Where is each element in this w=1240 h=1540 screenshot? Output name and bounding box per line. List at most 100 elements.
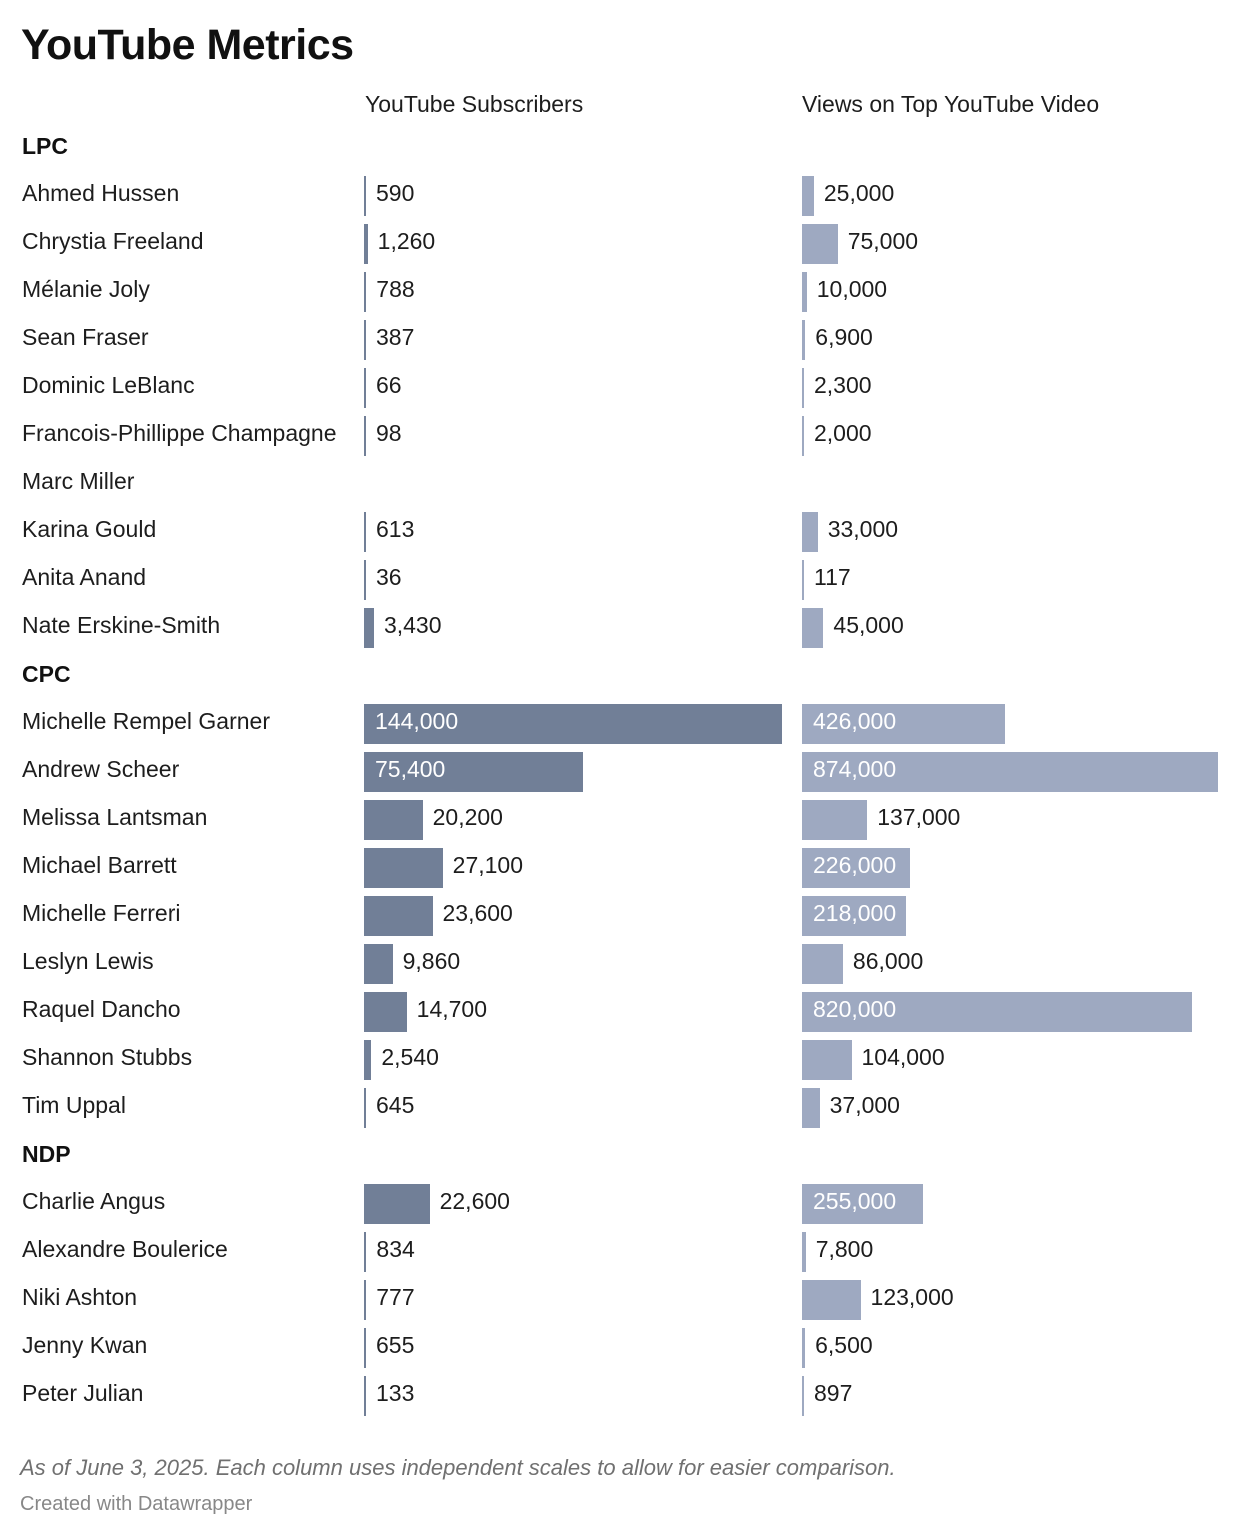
views-column-header: Views on Top YouTube Video — [802, 91, 1100, 117]
table-row: Charlie Angus 22,600 255,000 — [0, 1180, 1240, 1228]
views-bar — [802, 320, 806, 360]
subscribers-bar — [364, 368, 366, 408]
subscribers-value-label: 2,540 — [381, 1044, 439, 1070]
views-value-label: 10,000 — [816, 276, 888, 302]
views-bar — [802, 1376, 804, 1416]
views-bar — [802, 512, 818, 552]
subscribers-bar — [364, 1040, 372, 1080]
views-value-label: 33,000 — [827, 516, 899, 542]
subscribers-value-label: 66 — [376, 372, 402, 398]
views-value-label: 426,000 — [813, 708, 897, 734]
views-bar — [802, 1328, 806, 1368]
row-name: Shannon Stubbs — [22, 1044, 193, 1070]
subscribers-bar — [364, 896, 433, 936]
subscribers-value-label: 613 — [376, 516, 415, 542]
row-name: Dominic LeBlanc — [22, 372, 195, 398]
subscribers-value-label: 133 — [376, 1380, 415, 1406]
row-name: Leslyn Lewis — [22, 948, 154, 974]
row-name: Niki Ashton — [22, 1284, 138, 1310]
row-name: Mélanie Joly — [22, 276, 150, 302]
chart-rows: LPC Ahmed Hussen 590 25,000 Chrystia Freelan… — [0, 124, 1240, 1420]
subscribers-bar — [364, 1376, 366, 1416]
group-header: NDP — [0, 1132, 1240, 1180]
subscribers-column-header: YouTube Subscribers — [365, 91, 584, 117]
row-name: Chrystia Freeland — [22, 228, 204, 254]
views-value-label: 123,000 — [870, 1284, 954, 1310]
table-row: Niki Ashton 777 123,000 — [0, 1276, 1240, 1324]
views-value-label: 7,800 — [815, 1236, 874, 1262]
row-name: Marc Miller — [22, 468, 135, 494]
views-value-label: 37,000 — [829, 1092, 900, 1118]
table-row: Andrew Scheer 75,400 874,000 — [0, 748, 1240, 796]
row-name: Charlie Angus — [22, 1188, 166, 1214]
subscribers-bar — [364, 1328, 366, 1368]
footnote: As of June 3, 2025. Each column uses ind… — [20, 1455, 896, 1480]
chart-title: YouTube Metrics — [21, 21, 354, 69]
views-bar — [802, 416, 804, 456]
views-value-label: 897 — [814, 1380, 853, 1406]
row-name: Ahmed Hussen — [22, 180, 180, 206]
subscribers-value-label: 1,260 — [377, 228, 436, 254]
views-bar — [802, 1088, 820, 1128]
subscribers-value-label: 655 — [376, 1332, 415, 1358]
table-row: Anita Anand 36 117 — [0, 556, 1240, 604]
views-bar — [802, 224, 838, 264]
views-bar — [802, 272, 807, 312]
table-row: Michelle Ferreri 23,600 218,000 — [0, 892, 1240, 940]
views-bar — [802, 608, 824, 648]
views-value-label: 117 — [814, 564, 851, 590]
table-row: Mélanie Joly 788 10,000 — [0, 268, 1240, 316]
row-name: Karina Gould — [22, 516, 157, 542]
subscribers-value-label: 590 — [376, 180, 415, 206]
views-bar — [802, 1280, 861, 1320]
row-name: Andrew Scheer — [22, 756, 180, 782]
subscribers-bar — [364, 512, 366, 552]
subscribers-bar — [364, 272, 367, 312]
views-bar — [802, 368, 804, 408]
views-value-label: 104,000 — [861, 1044, 945, 1070]
table-row: Marc Miller — [0, 460, 1240, 508]
subscribers-value-label: 777 — [376, 1284, 415, 1310]
subscribers-bar — [364, 1184, 430, 1224]
views-bar — [802, 1232, 806, 1272]
group-label: LPC — [22, 133, 68, 159]
views-value-label: 86,000 — [852, 948, 924, 974]
views-value-label: 218,000 — [813, 900, 897, 926]
table-row: Michelle Rempel Garner 144,000 426,000 — [0, 700, 1240, 748]
subscribers-bar — [364, 944, 393, 984]
table-row: Michael Barrett 27,100 226,000 — [0, 844, 1240, 892]
subscribers-value-label: 98 — [376, 420, 402, 446]
subscribers-value-label: 144,000 — [375, 708, 459, 734]
group-header: CPC — [0, 652, 1240, 700]
views-value-label: 226,000 — [813, 852, 897, 878]
table-row: Tim Uppal 645 37,000 — [0, 1084, 1240, 1132]
table-row: Leslyn Lewis 9,860 86,000 — [0, 940, 1240, 988]
subscribers-bar — [364, 704, 782, 744]
group-header: LPC — [0, 124, 1240, 172]
subscribers-value-label: 645 — [376, 1092, 415, 1118]
views-value-label: 874,000 — [813, 756, 897, 782]
group-label: NDP — [22, 1141, 71, 1167]
row-name: Melissa Lantsman — [22, 804, 208, 830]
table-row: Ahmed Hussen 590 25,000 — [0, 172, 1240, 220]
credit-line: Created with Datawrapper — [20, 1493, 253, 1515]
table-row: Jenny Kwan 655 6,500 — [0, 1324, 1240, 1372]
views-value-label: 25,000 — [823, 180, 895, 206]
row-name: Tim Uppal — [22, 1092, 126, 1118]
views-bar — [802, 848, 910, 888]
subscribers-bar — [364, 752, 583, 792]
subscribers-value-label: 14,700 — [416, 996, 488, 1022]
table-row: Dominic LeBlanc 66 2,300 — [0, 364, 1240, 412]
table-row: Shannon Stubbs 2,540 104,000 — [0, 1036, 1240, 1084]
subscribers-value-label: 22,600 — [439, 1188, 510, 1214]
group-label: CPC — [22, 661, 71, 687]
subscribers-bar — [364, 320, 366, 360]
views-bar — [802, 704, 1005, 744]
subscribers-bar — [364, 560, 366, 600]
subscribers-bar — [364, 176, 366, 216]
subscribers-value-label: 3,430 — [383, 612, 442, 638]
views-value-label: 2,000 — [814, 420, 872, 446]
table-row: Francois-Phillippe Champagne 98 2,000 — [0, 412, 1240, 460]
table-row: Peter Julian 133 897 — [0, 1372, 1240, 1420]
row-name: Jenny Kwan — [22, 1332, 148, 1358]
